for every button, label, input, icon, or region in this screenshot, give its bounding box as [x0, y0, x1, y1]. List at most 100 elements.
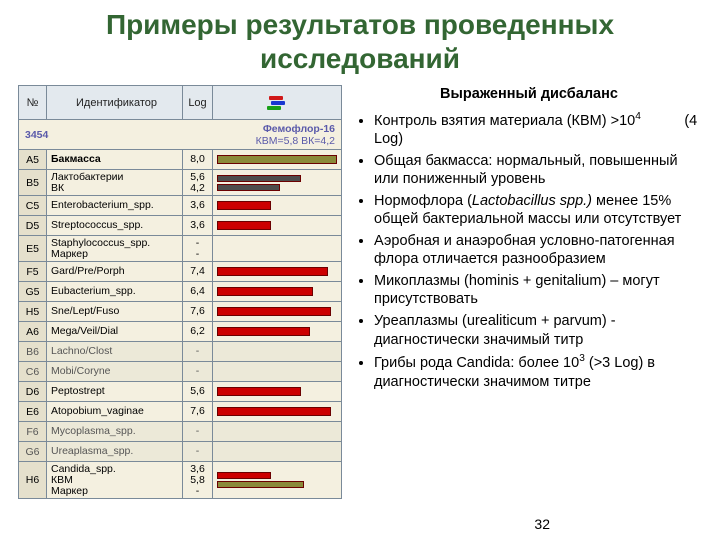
cell-bar — [213, 262, 341, 281]
cell-id: Streptococcus_spp. — [47, 216, 183, 235]
cell-n: B6 — [19, 342, 47, 361]
cell-bar — [213, 236, 341, 261]
bullet-item: Контроль взятия материала (КВМ) >104 (4 … — [374, 110, 702, 149]
cell-log: 5,6 — [183, 382, 213, 401]
cell-id: Lachno/Clost — [47, 342, 183, 361]
cell-n: B5 — [19, 170, 47, 195]
cell-log: 5,64,2 — [183, 170, 213, 195]
bar — [217, 267, 328, 276]
cell-id: Peptostrept — [47, 382, 183, 401]
bar — [217, 481, 304, 488]
bar — [217, 307, 331, 316]
cell-log: - — [183, 422, 213, 441]
bar — [217, 201, 271, 210]
table-header: № Идентификатор Log — [19, 86, 341, 120]
books-icon — [267, 96, 287, 110]
bar — [217, 184, 280, 191]
header-bar — [213, 86, 341, 119]
cell-id: Ureaplasma_spp. — [47, 442, 183, 461]
cell-bar — [213, 282, 341, 301]
table-row: E5Staphylococcus_spp.Маркер-- — [19, 236, 341, 262]
bar — [217, 327, 310, 336]
table-row: B6Lachno/Clost- — [19, 342, 341, 362]
cell-id: Candida_spp.КВММаркер — [47, 462, 183, 498]
bar — [217, 155, 337, 164]
cell-bar — [213, 442, 341, 461]
table-row: A6Mega/Veil/Dial6,2 — [19, 322, 341, 342]
bullet-list: Контроль взятия материала (КВМ) >104 (4 … — [356, 110, 702, 391]
cell-id: Mycoplasma_spp. — [47, 422, 183, 441]
cell-bar — [213, 402, 341, 421]
cell-log: 7,6 — [183, 402, 213, 421]
bullet-item: Микоплазмы (hominis + genitalium) – могу… — [374, 272, 702, 309]
text-panel: Выраженный дисбаланс Контроль взятия мат… — [356, 85, 702, 499]
bar — [217, 407, 331, 416]
info-right-1: Фемофлор-16 — [256, 123, 335, 135]
cell-bar — [213, 422, 341, 441]
cell-n: A6 — [19, 322, 47, 341]
table-row: C6Mobi/Coryne- — [19, 362, 341, 382]
cell-n: H5 — [19, 302, 47, 321]
cell-n: E5 — [19, 236, 47, 261]
cell-log: 8,0 — [183, 150, 213, 169]
cell-id: Mega/Veil/Dial — [47, 322, 183, 341]
info-left: 3454 — [25, 129, 48, 141]
table-row: D5Streptococcus_spp.3,6 — [19, 216, 341, 236]
cell-bar — [213, 462, 341, 498]
cell-n: E6 — [19, 402, 47, 421]
cell-bar — [213, 342, 341, 361]
cell-bar — [213, 196, 341, 215]
table-row: F6Mycoplasma_spp.- — [19, 422, 341, 442]
cell-n: G5 — [19, 282, 47, 301]
bullet-item: Нормофлора (Lactobacillus spp.) менее 15… — [374, 192, 702, 229]
table-row: E6Atopobium_vaginae7,6 — [19, 402, 341, 422]
bar — [217, 287, 313, 296]
bullet-item: Уреаплазмы (urealiticum + parvum) - диаг… — [374, 312, 702, 349]
table-row: G5Eubacterium_spp.6,4 — [19, 282, 341, 302]
cell-log: 6,2 — [183, 322, 213, 341]
page-number: 32 — [534, 516, 550, 532]
text-heading: Выраженный дисбаланс — [356, 85, 702, 104]
cell-log: -- — [183, 236, 213, 261]
cell-bar — [213, 302, 341, 321]
cell-n: H6 — [19, 462, 47, 498]
cell-id: Enterobacterium_spp. — [47, 196, 183, 215]
cell-id: ЛактобактерииВК — [47, 170, 183, 195]
header-log: Log — [183, 86, 213, 119]
cell-n: D5 — [19, 216, 47, 235]
cell-n: D6 — [19, 382, 47, 401]
cell-id: Sne/Lept/Fuso — [47, 302, 183, 321]
table-row: G6Ureaplasma_spp.- — [19, 442, 341, 462]
cell-n: F6 — [19, 422, 47, 441]
table-row: H5Sne/Lept/Fuso7,6 — [19, 302, 341, 322]
cell-id: Atopobium_vaginae — [47, 402, 183, 421]
cell-log: 3,6 — [183, 216, 213, 235]
content-area: № Идентификатор Log 3454 Фемофлор-16 КВМ… — [0, 79, 720, 499]
cell-bar — [213, 150, 341, 169]
bullet-item: Общая бакмасса: нормальный, повышенный и… — [374, 152, 702, 189]
bar — [217, 175, 301, 182]
table-row: H6Candida_spp.КВММаркер3,65,8- — [19, 462, 341, 498]
cell-log: 7,4 — [183, 262, 213, 281]
results-table: № Идентификатор Log 3454 Фемофлор-16 КВМ… — [18, 85, 342, 499]
cell-bar — [213, 216, 341, 235]
cell-n: A5 — [19, 150, 47, 169]
cell-n: F5 — [19, 262, 47, 281]
cell-bar — [213, 382, 341, 401]
info-right: Фемофлор-16 КВМ=5,8 ВК=4,2 — [256, 123, 335, 147]
cell-bar — [213, 322, 341, 341]
table-panel: № Идентификатор Log 3454 Фемофлор-16 КВМ… — [18, 85, 342, 499]
table-row: A5Бакмасса8,0 — [19, 150, 341, 170]
cell-log: 7,6 — [183, 302, 213, 321]
table-row: B5ЛактобактерииВК5,64,2 — [19, 170, 341, 196]
bullet-item: Аэробная и анаэробная условно-патогенная… — [374, 232, 702, 269]
cell-log: - — [183, 342, 213, 361]
cell-log: - — [183, 442, 213, 461]
bar — [217, 221, 271, 230]
table-row: F5Gard/Pre/Porph7,4 — [19, 262, 341, 282]
cell-id: Eubacterium_spp. — [47, 282, 183, 301]
cell-n: C5 — [19, 196, 47, 215]
cell-id: Бакмасса — [47, 150, 183, 169]
info-row: 3454 Фемофлор-16 КВМ=5,8 ВК=4,2 — [19, 120, 341, 150]
cell-log: 3,6 — [183, 196, 213, 215]
